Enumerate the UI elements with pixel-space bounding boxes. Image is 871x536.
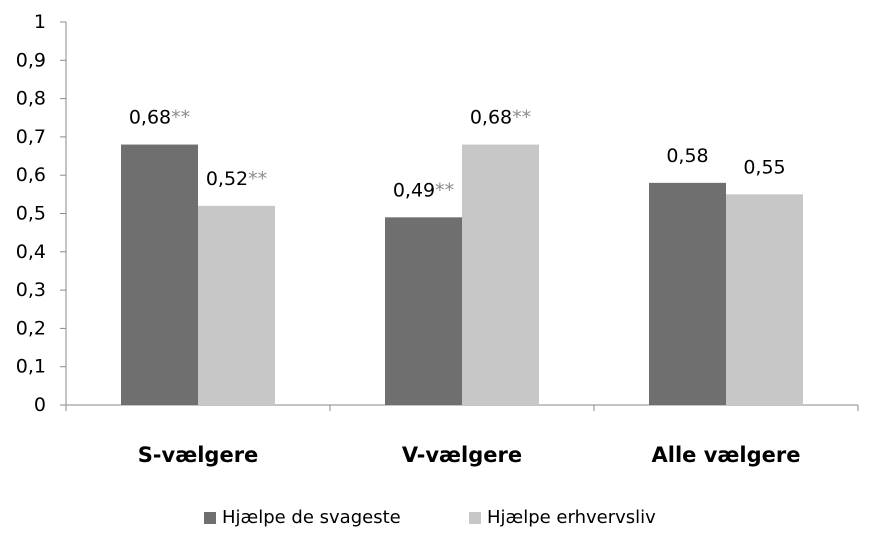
y-tick-label: 0,6 <box>16 164 46 186</box>
y-tick-label: 0,5 <box>16 203 46 225</box>
bar <box>385 217 462 405</box>
legend-swatch <box>469 512 481 524</box>
y-tick-label: 0,1 <box>16 356 46 378</box>
legend-swatch <box>204 512 216 524</box>
y-tick-label: 0,3 <box>16 279 46 301</box>
legend-label: Hjælpe de svageste <box>222 507 401 528</box>
y-tick-label: 0,9 <box>16 49 46 71</box>
legend-label: Hjælpe erhvervsliv <box>487 507 656 528</box>
bar <box>121 144 198 405</box>
data-label: 0,58 <box>666 145 708 167</box>
bar <box>198 205 275 405</box>
y-tick-label: 0,8 <box>16 88 46 110</box>
y-tick-label: 0 <box>34 394 46 416</box>
data-label: 0,68** <box>129 107 190 129</box>
category-label: S-vælgere <box>138 443 259 467</box>
y-tick-label: 0,7 <box>16 126 46 148</box>
data-label: 0,55 <box>743 156 785 178</box>
y-tick-label: 0,2 <box>16 317 46 339</box>
y-tick-label: 1 <box>34 11 46 33</box>
data-label: 0,68** <box>470 107 531 129</box>
data-label: 0,52** <box>206 168 267 190</box>
category-label: Alle vælgere <box>652 443 801 467</box>
data-label: 0,49** <box>393 179 454 201</box>
bar <box>726 194 803 405</box>
y-tick-label: 0,4 <box>16 241 46 263</box>
bar <box>649 182 726 405</box>
bar <box>462 144 539 405</box>
category-label: V-vælgere <box>402 443 522 467</box>
